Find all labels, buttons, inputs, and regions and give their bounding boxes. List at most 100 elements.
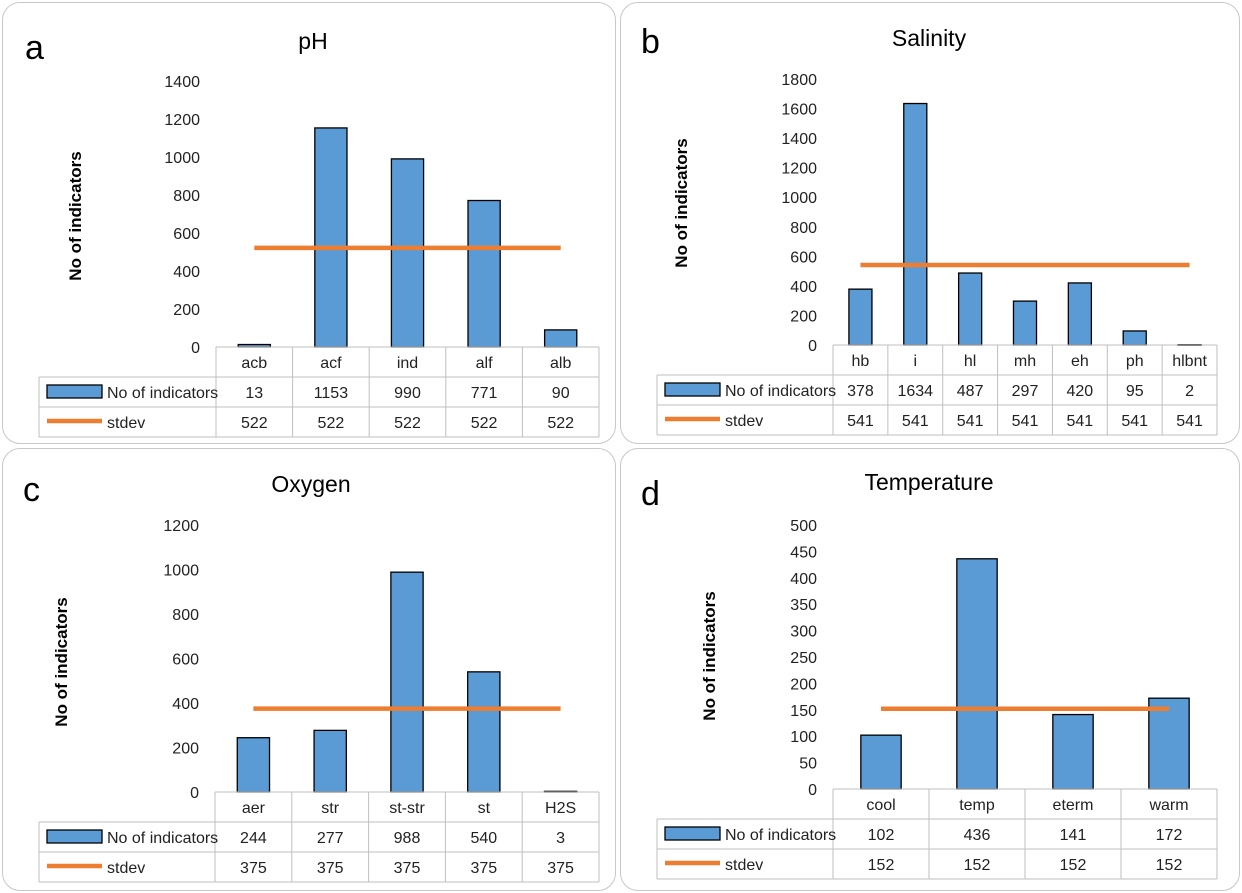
chart-title: Salinity xyxy=(891,25,967,51)
x-tick-label: ind xyxy=(397,355,418,372)
x-tick-label: eterm xyxy=(1053,797,1094,814)
bar xyxy=(957,272,983,346)
chart-panel-c: c Oxygen No of indicators 0 200 400 600 800 1… xyxy=(2,448,616,891)
data-label: 541 xyxy=(1176,413,1203,430)
bar xyxy=(1122,330,1147,346)
data-label: 487 xyxy=(957,383,984,400)
legend-label: stdev xyxy=(107,860,145,877)
y-tick-label: 1400 xyxy=(781,131,817,148)
y-tick-label: 200 xyxy=(173,302,200,319)
y-tick-label: 200 xyxy=(790,308,817,325)
panel-letter: b xyxy=(641,23,660,61)
data-label: 95 xyxy=(1126,383,1144,400)
bar xyxy=(848,288,873,346)
panel-letter: a xyxy=(25,29,44,67)
data-label: 378 xyxy=(847,383,874,400)
y-tick-label: 0 xyxy=(191,340,200,357)
data-label: 152 xyxy=(964,857,991,874)
y-tick-label: 600 xyxy=(172,652,199,669)
x-tick-label: warm xyxy=(1148,797,1188,814)
data-label: 522 xyxy=(471,415,498,432)
data-label: 522 xyxy=(241,415,268,432)
bar xyxy=(467,199,501,348)
data-label: 244 xyxy=(240,830,267,847)
legend-key-bars xyxy=(664,826,721,841)
data-label: 13 xyxy=(245,385,263,402)
y-tick-label: 400 xyxy=(790,279,817,296)
data-label: 2 xyxy=(1185,383,1194,400)
bar xyxy=(390,158,425,348)
y-tick-label: 400 xyxy=(790,571,817,588)
data-label: 1634 xyxy=(897,383,933,400)
data-label: 541 xyxy=(957,413,984,430)
data-label: 540 xyxy=(470,830,497,847)
data-label: 541 xyxy=(1121,413,1148,430)
y-tick-label: 1200 xyxy=(163,518,199,535)
y-tick-label: 450 xyxy=(790,544,817,561)
y-tick-label: 600 xyxy=(173,226,200,243)
data-label: 90 xyxy=(552,385,570,402)
legend-label: stdev xyxy=(725,413,763,430)
x-tick-label: aer xyxy=(242,800,266,817)
data-label: 375 xyxy=(240,860,267,877)
x-tick-label: hb xyxy=(852,353,870,370)
chart-title: Oxygen xyxy=(271,471,351,497)
legend-label: No of indicators xyxy=(107,830,218,847)
bar xyxy=(390,571,424,793)
data-label: 541 xyxy=(847,413,874,430)
bar xyxy=(313,729,347,793)
data-label: 172 xyxy=(1156,827,1183,844)
y-tick-label: 50 xyxy=(799,756,817,773)
data-label: 375 xyxy=(394,860,421,877)
data-label: 1153 xyxy=(314,385,349,402)
data-label: 375 xyxy=(470,860,497,877)
data-label: 375 xyxy=(317,860,344,877)
data-label: 990 xyxy=(394,385,421,402)
y-tick-label: 350 xyxy=(790,597,817,614)
x-tick-label: temp xyxy=(959,797,995,814)
chart-panel-a: a pH No of indicators 0 200 400 600 800 1000 1… xyxy=(2,2,616,444)
data-label: 541 xyxy=(902,413,929,430)
y-tick-label: 800 xyxy=(790,220,817,237)
y-tick-label: 1000 xyxy=(781,190,817,207)
chart-svg: 0 200 400 600 800 1000 1200 1400 acb 13 522 acf 1153… xyxy=(38,74,600,438)
y-tick-label: 200 xyxy=(790,676,817,693)
data-label: 297 xyxy=(1012,383,1039,400)
chart-panel-b: b Salinity No of indicators 0 200 400 600 80… xyxy=(620,2,1240,444)
x-tick-label: eh xyxy=(1071,353,1089,370)
panel-letter: c xyxy=(23,471,40,509)
x-tick-label: i xyxy=(914,353,918,370)
legend-key-bars xyxy=(46,829,103,844)
x-tick-label: mh xyxy=(1014,353,1036,370)
x-tick-label: str xyxy=(321,800,339,817)
x-tick-label: acf xyxy=(320,355,342,372)
legend-label: No of indicators xyxy=(725,827,836,844)
x-tick-label: ph xyxy=(1126,353,1144,370)
data-label: 522 xyxy=(318,415,345,432)
data-label: 522 xyxy=(394,415,421,432)
data-label: 375 xyxy=(547,860,574,877)
chart-svg: 0 50 100 150 200 250 300 350 400 450 500 cool 102 152… xyxy=(656,518,1218,880)
bar xyxy=(1052,713,1094,790)
chart-title: Temperature xyxy=(864,469,994,495)
bar xyxy=(1012,300,1038,346)
chart-title: pH xyxy=(298,28,328,54)
y-tick-label: 100 xyxy=(790,729,817,746)
data-label: 102 xyxy=(868,827,895,844)
y-tick-label: 0 xyxy=(808,782,817,799)
y-tick-label: 0 xyxy=(190,785,199,802)
data-label: 3 xyxy=(556,830,565,847)
data-label: 141 xyxy=(1060,827,1087,844)
chart-panel-d: d Temperature No of indicators 0 50 100 150… xyxy=(620,448,1240,891)
x-tick-label: st-str xyxy=(389,800,425,817)
legend-label: No of indicators xyxy=(107,385,218,402)
bar xyxy=(1148,697,1190,790)
x-tick-label: cool xyxy=(866,797,895,814)
y-tick-label: 1000 xyxy=(164,150,200,167)
data-label: 420 xyxy=(1067,383,1094,400)
data-label: 541 xyxy=(1067,413,1094,430)
legend-label: No of indicators xyxy=(725,383,836,400)
panel-letter: d xyxy=(641,475,660,513)
bar xyxy=(467,671,501,793)
y-tick-label: 400 xyxy=(172,696,199,713)
